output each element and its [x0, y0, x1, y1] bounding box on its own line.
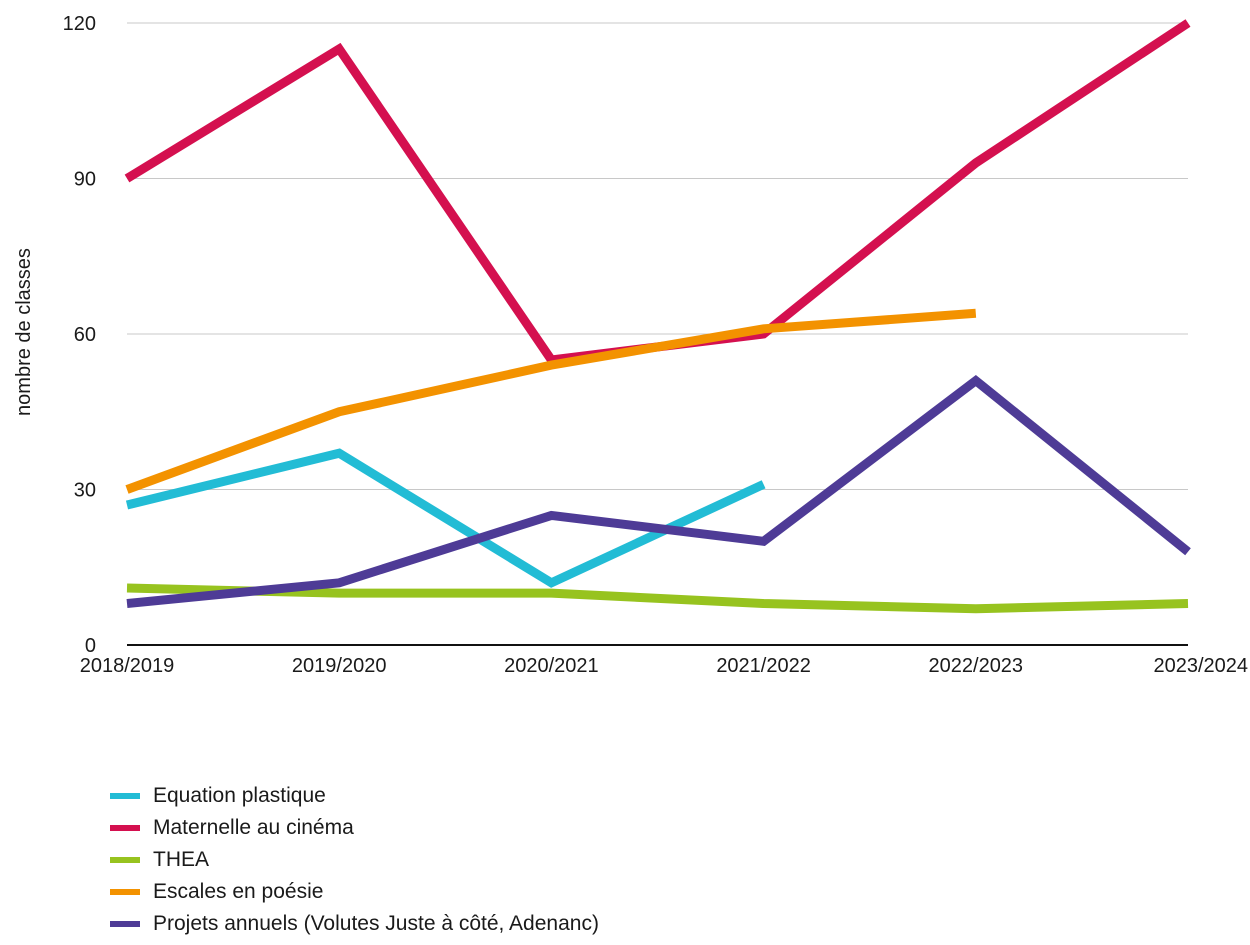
y-tick-label: 60 [74, 324, 96, 346]
x-tick-label: 2022/2023 [929, 655, 1024, 677]
x-tick-label: 2023/2024 [1153, 655, 1248, 677]
legend-item: Escales en poésie [110, 876, 599, 908]
y-tick-label: 0 [85, 635, 96, 657]
series-line-4 [126, 374, 1191, 609]
y-tick-label: 90 [74, 169, 96, 191]
legend-label: Escales en poésie [153, 880, 324, 903]
series-line-0 [125, 448, 766, 588]
legend-item: THEA [110, 844, 599, 876]
y-tick-label: 120 [63, 13, 96, 35]
legend-swatch [110, 825, 140, 831]
legend-label: Maternelle au cinéma [153, 816, 354, 839]
x-tick-label: 2020/2021 [504, 655, 599, 677]
legend-label: Equation plastique [153, 784, 326, 807]
legend-item: Equation plastique [110, 780, 599, 812]
y-tick-label: 30 [74, 480, 96, 502]
y-axis-title: nombre de classes [13, 248, 35, 416]
series-lines [124, 19, 1191, 614]
x-tick-label: 2019/2020 [292, 655, 387, 677]
x-tick-labels: 2018/2019 2019/2020 2020/2021 2021/2022 2022… [80, 655, 1248, 677]
legend: Equation plastique Maternelle au cinéma TH… [110, 780, 599, 940]
legend-label: Projets annuels (Volutes Juste à côté, A… [153, 912, 599, 935]
y-tick-labels: 0 30 60 90 120 [63, 13, 96, 657]
legend-item: Projets annuels (Volutes Juste à côté, A… [110, 908, 599, 940]
series-line-2 [126, 583, 1189, 614]
legend-label: THEA [153, 848, 210, 871]
legend-swatch [110, 889, 140, 895]
series-line-1 [124, 19, 1191, 365]
legend-item: Maternelle au cinéma [110, 812, 599, 844]
legend-swatch [110, 921, 140, 927]
x-tick-label: 2018/2019 [80, 655, 175, 677]
x-tick-label: 2021/2022 [716, 655, 811, 677]
legend-swatch [110, 857, 140, 863]
gridlines [127, 22, 1188, 646]
series-line-3 [125, 308, 977, 494]
legend-swatch [110, 793, 140, 799]
